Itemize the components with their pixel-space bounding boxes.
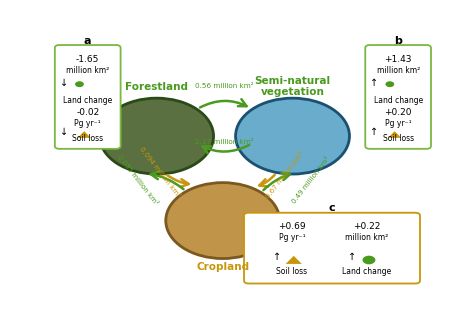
- Circle shape: [385, 81, 394, 87]
- Text: Cropland: Cropland: [196, 262, 249, 272]
- Text: +0.20: +0.20: [384, 108, 412, 117]
- Text: ↓: ↓: [60, 128, 68, 137]
- Text: +0.69: +0.69: [278, 222, 306, 231]
- Text: Pg yr⁻¹: Pg yr⁻¹: [279, 233, 305, 242]
- Text: million km²: million km²: [66, 66, 109, 75]
- Circle shape: [100, 98, 213, 174]
- Text: ↑: ↑: [370, 79, 378, 88]
- Polygon shape: [78, 131, 91, 138]
- Text: Pg yr⁻¹: Pg yr⁻¹: [74, 119, 101, 128]
- Text: million km²: million km²: [346, 233, 389, 242]
- Text: ↑: ↑: [348, 252, 356, 262]
- Circle shape: [236, 98, 349, 174]
- Text: 0.67 million km²: 0.67 million km²: [265, 151, 306, 200]
- Polygon shape: [388, 131, 401, 138]
- Text: ↑: ↑: [273, 252, 281, 262]
- FancyBboxPatch shape: [365, 45, 431, 149]
- Text: Soil loss: Soil loss: [383, 134, 414, 143]
- Text: Pg yr⁻¹: Pg yr⁻¹: [385, 119, 411, 128]
- Text: a: a: [84, 36, 91, 45]
- Circle shape: [166, 183, 280, 259]
- Text: Soil loss: Soil loss: [276, 267, 308, 276]
- Text: 0.094 million km²: 0.094 million km²: [138, 146, 181, 198]
- Text: 0.49 million km²: 0.49 million km²: [292, 156, 331, 204]
- Text: c: c: [328, 203, 335, 213]
- Text: 0.56 million km²: 0.56 million km²: [195, 83, 254, 89]
- Polygon shape: [286, 256, 302, 264]
- Text: Semi-natural
vegetation: Semi-natural vegetation: [255, 76, 330, 97]
- Text: +1.43: +1.43: [384, 55, 412, 64]
- FancyBboxPatch shape: [244, 213, 420, 284]
- Text: +0.22: +0.22: [354, 222, 381, 231]
- Text: Land change: Land change: [374, 96, 423, 105]
- Text: million km²: million km²: [376, 66, 420, 75]
- Text: Land change: Land change: [343, 267, 392, 276]
- Text: -0.02: -0.02: [76, 108, 100, 117]
- Text: b: b: [394, 36, 402, 45]
- Text: 2.17 million km²: 2.17 million km²: [195, 139, 254, 145]
- Text: 0.055 million km²: 0.055 million km²: [117, 154, 159, 206]
- Circle shape: [363, 256, 375, 264]
- FancyBboxPatch shape: [55, 45, 120, 149]
- Circle shape: [75, 81, 84, 87]
- Text: -1.65: -1.65: [76, 55, 100, 64]
- Text: ↓: ↓: [60, 79, 68, 88]
- Text: ↑: ↑: [370, 128, 378, 137]
- Text: Land change: Land change: [63, 96, 112, 105]
- Text: Soil loss: Soil loss: [72, 134, 103, 143]
- Text: Forestland: Forestland: [125, 82, 188, 92]
